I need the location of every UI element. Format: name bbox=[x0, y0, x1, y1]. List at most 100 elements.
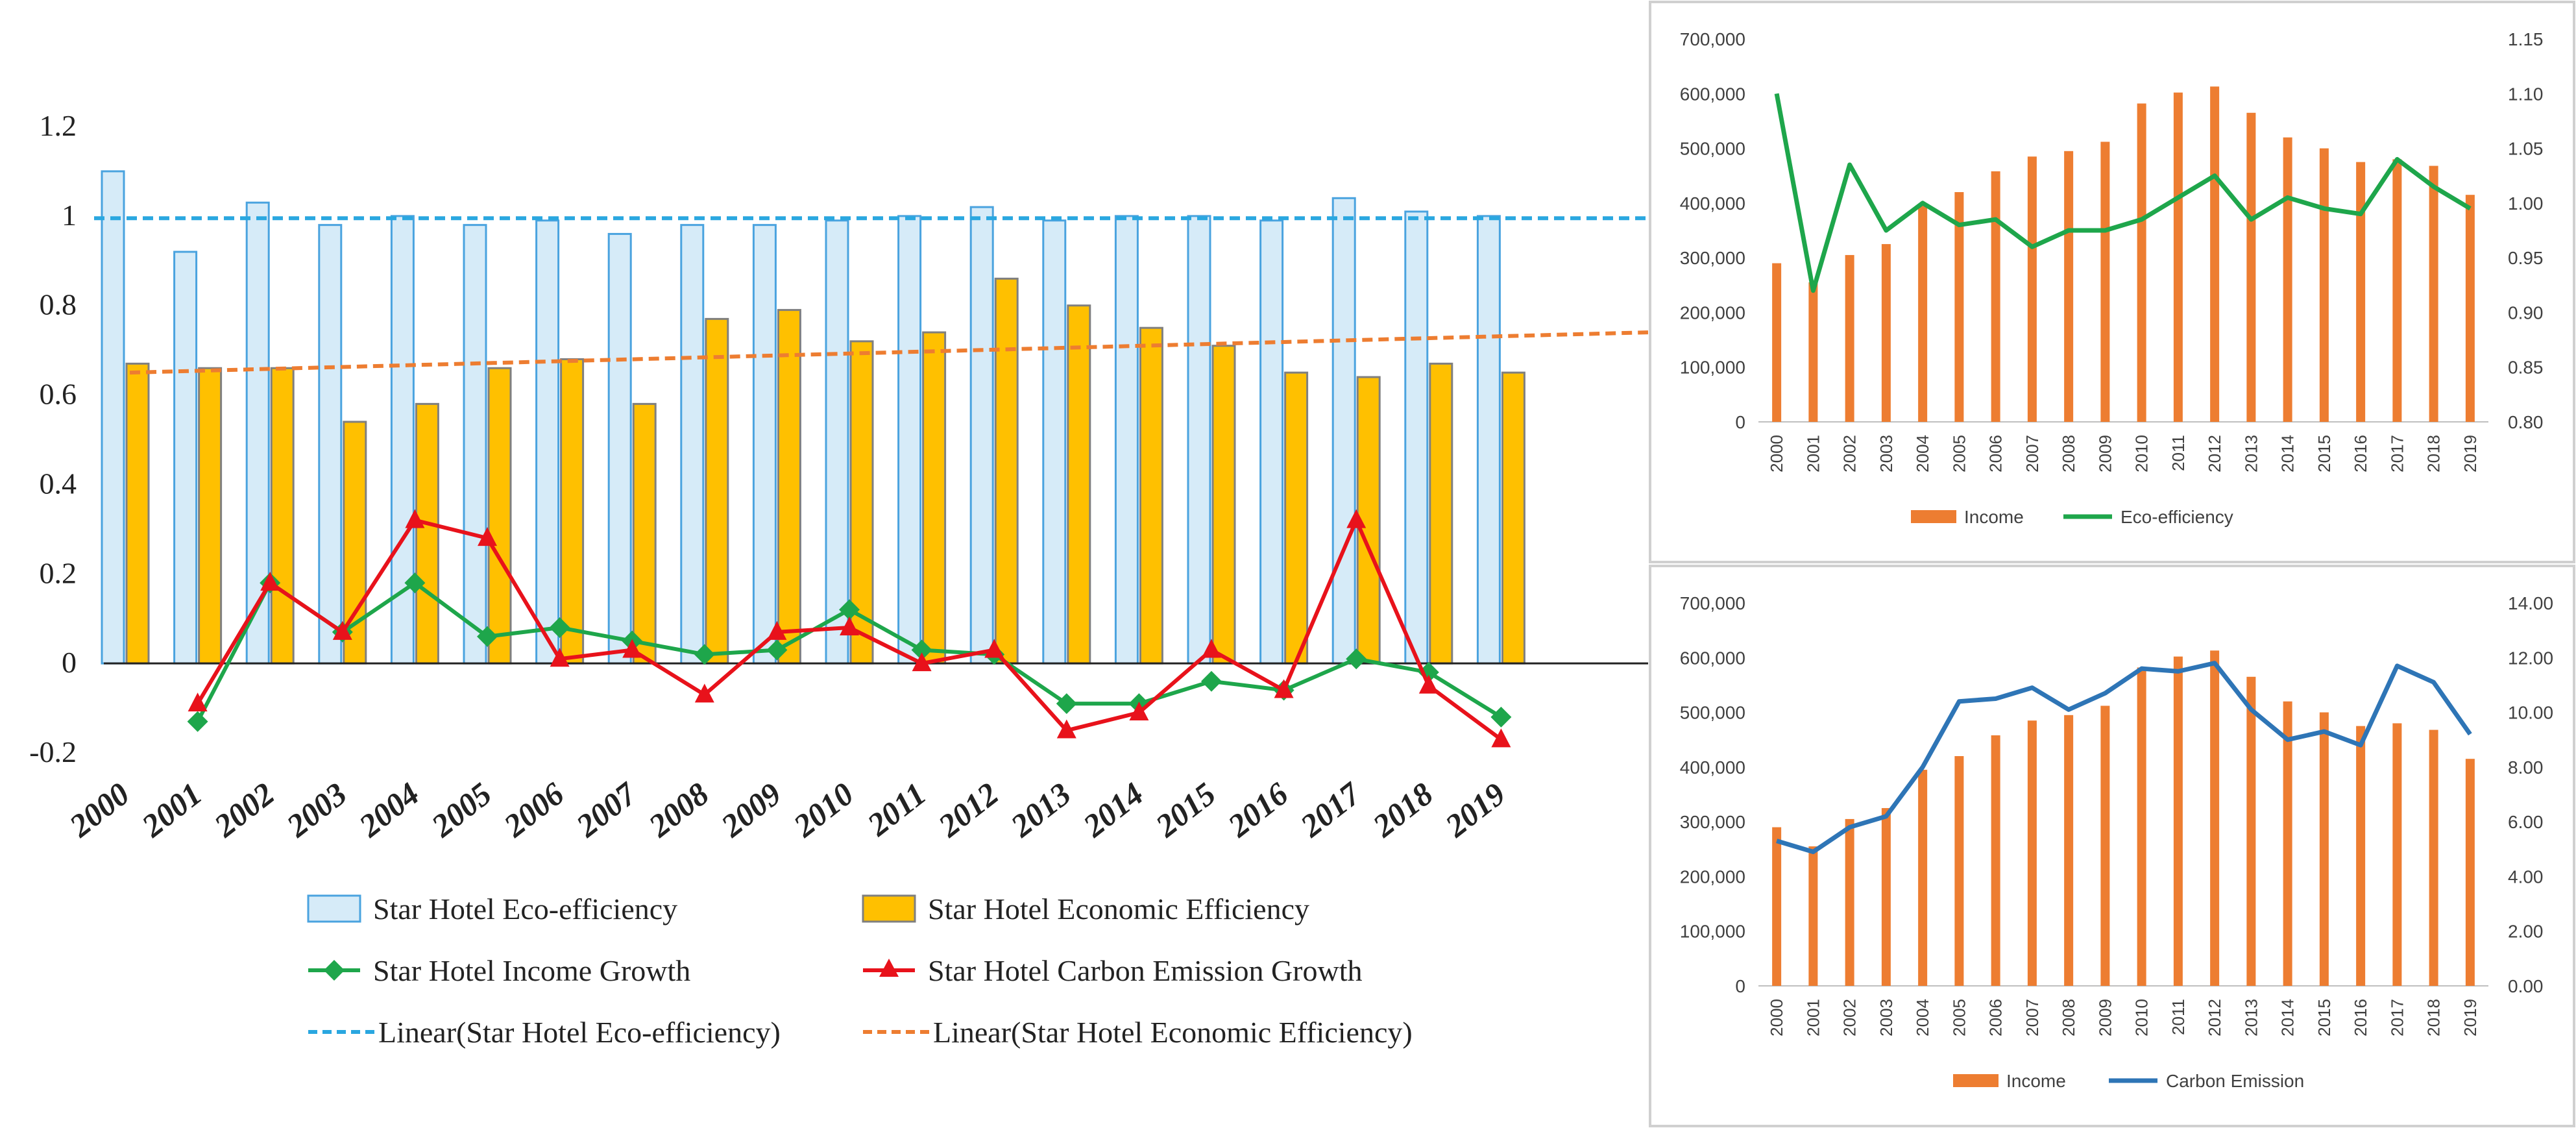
income-bar bbox=[2246, 112, 2256, 423]
legend-income-label: Income bbox=[1964, 507, 2024, 527]
x-tick-label: 2019 bbox=[2461, 435, 2480, 472]
x-tick-label: 2019 bbox=[1438, 776, 1512, 844]
carbon-emission-growth-point bbox=[622, 639, 642, 658]
x-tick-label: 2015 bbox=[2315, 999, 2334, 1036]
legend-economic-efficiency-swatch bbox=[862, 894, 916, 923]
income-bar bbox=[2356, 726, 2366, 986]
economic-efficiency-bar bbox=[1139, 326, 1163, 665]
x-tick-label: 2005 bbox=[1949, 999, 1969, 1036]
x-tick-label: 2013 bbox=[1004, 776, 1078, 844]
left-axis-tick-label: 400,000 bbox=[1680, 193, 1745, 214]
income-bar bbox=[2137, 667, 2146, 986]
economic-efficiency-bar bbox=[415, 402, 439, 665]
x-tick-label: 2014 bbox=[2278, 435, 2298, 472]
main-chart: -0.2 0 0.2 0.4 0.6 0.8 1 1.2 2000 2001 2002 2003 200… bbox=[29, 109, 1648, 1049]
income-bar bbox=[1845, 818, 1854, 986]
income-bar bbox=[1808, 846, 1818, 986]
economic-efficiency-bar bbox=[1429, 362, 1453, 665]
left-axis-tick-label: 600,000 bbox=[1680, 648, 1745, 668]
panel-border bbox=[1649, 565, 2575, 1127]
income-bar bbox=[1808, 282, 1818, 422]
income-growth-point bbox=[911, 639, 932, 661]
carbon-emission-growth-point bbox=[1491, 728, 1511, 748]
income-bar bbox=[2210, 650, 2220, 986]
panel-border bbox=[1649, 1, 2575, 563]
right-axis-tick-label: 2.00 bbox=[2508, 922, 2544, 942]
carbon-emission-line bbox=[1776, 661, 2472, 854]
right-axis-tick-label: 14.00 bbox=[2508, 593, 2553, 613]
income-growth-point bbox=[1056, 693, 1077, 715]
x-tick-label: 2008 bbox=[2059, 999, 2078, 1036]
x-tick-label: 2011 bbox=[860, 776, 932, 844]
x-tick-label: 2017 bbox=[2387, 999, 2407, 1036]
carbon-emission-growth-point bbox=[912, 652, 932, 672]
income-bar bbox=[2173, 656, 2183, 986]
left-axis-tick-label: 100,000 bbox=[1680, 922, 1745, 942]
carbon-emission-growth-point bbox=[984, 639, 1004, 658]
income-bar bbox=[1772, 827, 1782, 986]
x-tick-label: 2015 bbox=[2315, 435, 2334, 472]
income-bar bbox=[1918, 206, 1928, 422]
x-tick-label: 2000 bbox=[1767, 435, 1786, 472]
income-growth-point bbox=[839, 599, 860, 620]
income-growth-point bbox=[1490, 706, 1512, 728]
income-bar bbox=[2392, 723, 2402, 986]
economic-efficiency-bar bbox=[1501, 371, 1525, 665]
economic-efficiency-bar bbox=[198, 367, 223, 665]
income-carbon-emission-svg: 0 100,000 200,000 300,000 400,000 500,000 600,… bbox=[1649, 565, 2575, 1127]
income-growth-point bbox=[694, 644, 715, 665]
x-tick-label: 2009 bbox=[2095, 435, 2115, 472]
left-axis-tick-label: 500,000 bbox=[1680, 703, 1745, 723]
x-tick-label: 2001 bbox=[1803, 435, 1823, 472]
y-tick-label: 0 bbox=[62, 646, 77, 679]
income-bar bbox=[1954, 192, 1964, 422]
legend-income-label: Income bbox=[2006, 1071, 2066, 1091]
x-tick-label: 2011 bbox=[2169, 435, 2188, 471]
income-growth-point bbox=[404, 572, 426, 594]
economic-efficiency-bar bbox=[487, 367, 512, 665]
income-bar bbox=[1881, 244, 1891, 422]
x-tick-label: 2007 bbox=[2023, 999, 2042, 1036]
x-tick-label: 2011 bbox=[2169, 999, 2188, 1035]
income-carbon-emission-chart: 0 100,000 200,000 300,000 400,000 500,000 600,… bbox=[1648, 564, 2576, 1128]
income-bar bbox=[2027, 720, 2037, 986]
economic-efficiency-bar bbox=[777, 309, 801, 665]
economic-efficiency-bar bbox=[270, 367, 295, 665]
eco-efficiency-bar bbox=[535, 219, 560, 665]
right-axis-tick-label: 0.85 bbox=[2508, 358, 2544, 378]
economic-efficiency-trendline bbox=[129, 330, 1648, 375]
income-bar bbox=[2319, 148, 2329, 423]
x-tick-label: 2005 bbox=[1949, 435, 1969, 472]
income-bar bbox=[2173, 92, 2183, 422]
eco-efficiency-bar bbox=[1404, 210, 1429, 665]
x-tick-label: 2014 bbox=[1076, 776, 1150, 844]
carbon-emission-growth-point bbox=[1346, 509, 1367, 528]
income-eco-efficiency-chart: 0 100,000 200,000 300,000 400,000 500,000 600,… bbox=[1648, 0, 2576, 564]
legend-economic-efficiency-label: Star Hotel Economic Efficiency bbox=[928, 892, 1309, 926]
carbon-emission-growth-point bbox=[478, 527, 497, 546]
x-tick-label: 2004 bbox=[1913, 435, 1932, 472]
x-tick-label: 2002 bbox=[1840, 435, 1860, 472]
x-tick-label: 2004 bbox=[1913, 999, 1932, 1036]
eco-efficiency-bar bbox=[101, 170, 125, 665]
left-axis-tick-label: 500,000 bbox=[1680, 139, 1745, 159]
income-bar bbox=[1991, 735, 2000, 986]
right-axis-tick-label: 8.00 bbox=[2508, 757, 2544, 778]
carbon-emission-growth-point bbox=[260, 572, 280, 591]
carbon-emission-growth-point bbox=[188, 693, 208, 712]
x-tick-label: 2018 bbox=[2424, 435, 2444, 472]
x-tick-label: 2010 bbox=[2132, 435, 2152, 472]
x-tick-label: 2017 bbox=[1293, 774, 1368, 844]
x-tick-label: 2007 bbox=[2023, 435, 2042, 472]
eco-efficiency-bar bbox=[1331, 197, 1356, 665]
carbon-emission-growth-point bbox=[1129, 701, 1149, 720]
y-tick-label: 0.8 bbox=[40, 288, 77, 321]
x-tick-label: 2014 bbox=[2278, 999, 2298, 1036]
y-tick-label: 1.2 bbox=[40, 109, 77, 142]
income-bar bbox=[2027, 156, 2037, 422]
economic-efficiency-bar bbox=[994, 277, 1019, 665]
left-axis-tick-label: 0 bbox=[1735, 412, 1745, 432]
left-axis-tick-label: 600,000 bbox=[1680, 84, 1745, 104]
x-tick-label: 2005 bbox=[424, 776, 498, 844]
x-tick-label: 2010 bbox=[786, 776, 860, 844]
